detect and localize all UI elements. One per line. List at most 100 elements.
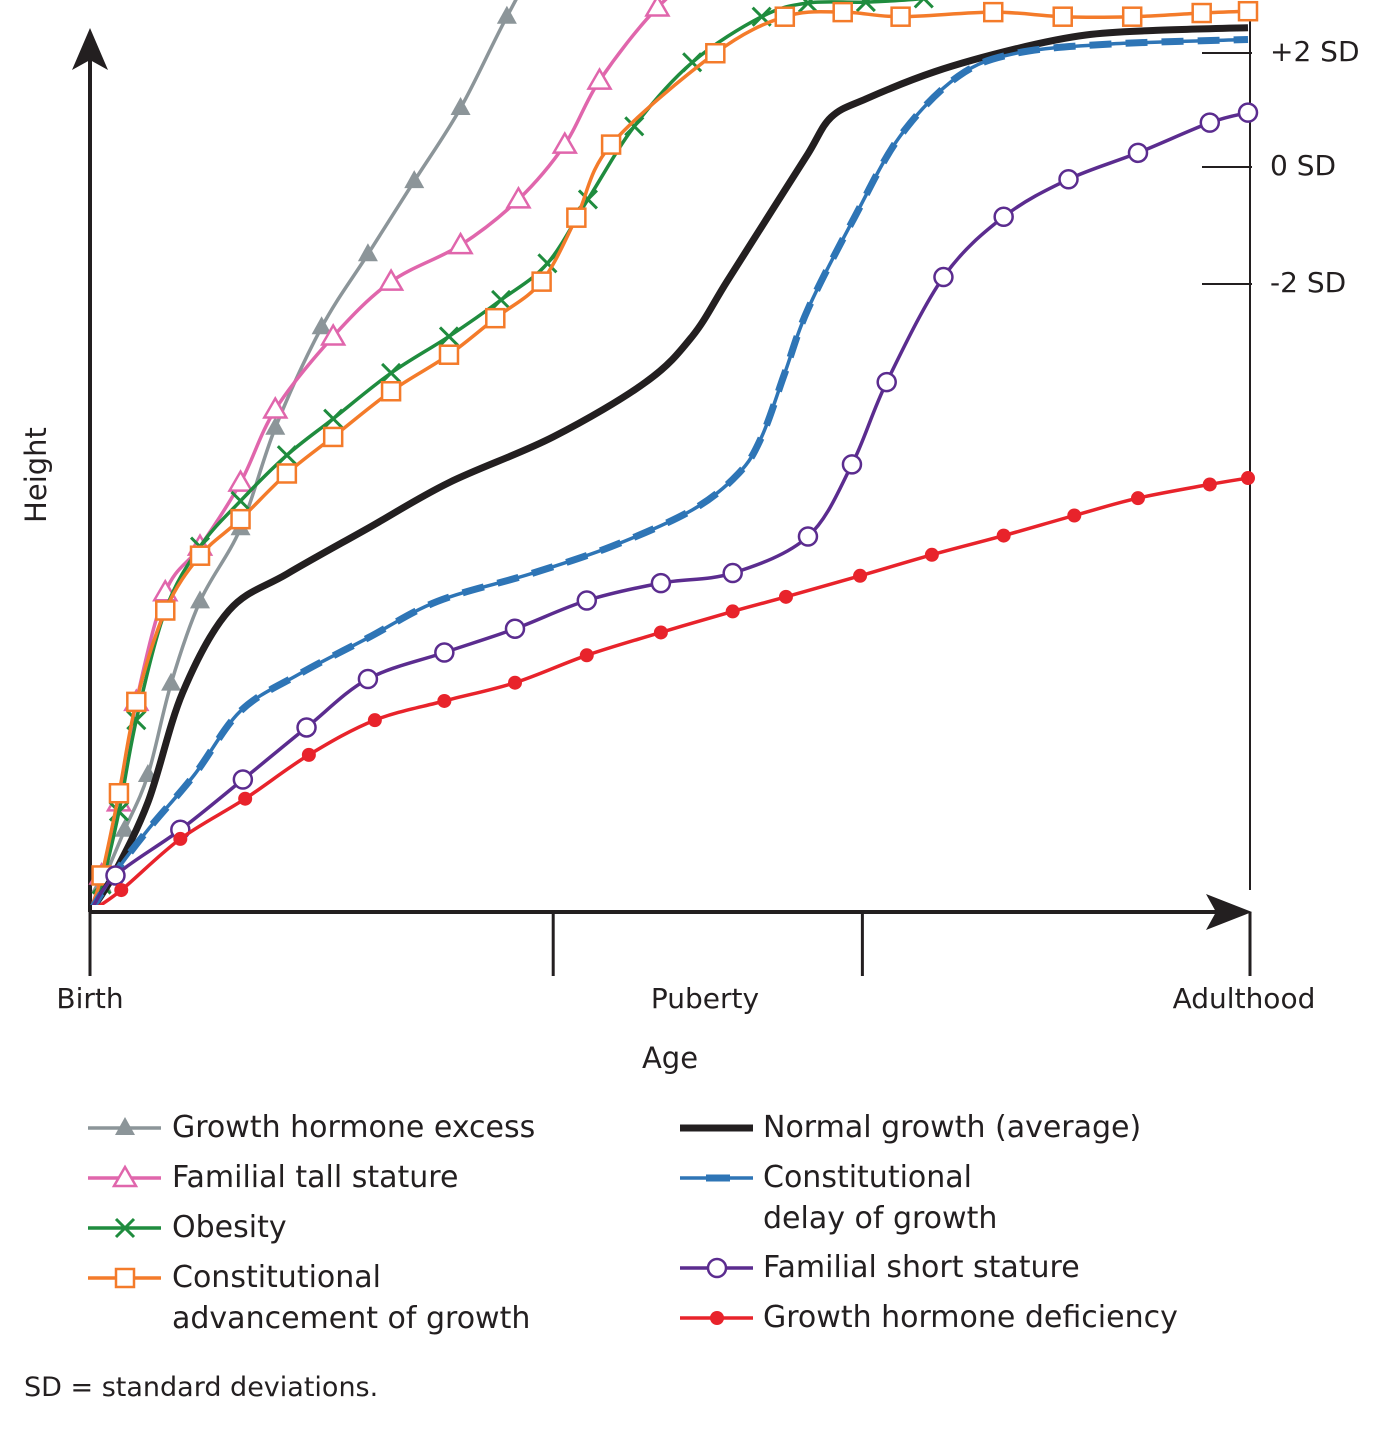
series-nor — [90, 24, 1249, 905]
data-point — [1199, 112, 1221, 133]
data-point — [504, 618, 526, 640]
data-point — [876, 371, 897, 393]
legend-item-cdg: Constitutional delay of growth — [680, 1160, 997, 1236]
data-point — [377, 268, 405, 291]
data-point — [933, 266, 954, 288]
series-group — [88, 0, 1259, 905]
legend-label: Familial short stature — [763, 1250, 1080, 1285]
data-point — [111, 1164, 139, 1188]
series-fss — [91, 102, 1259, 905]
series-line-dashes — [90, 36, 1249, 905]
data-point — [531, 271, 552, 292]
data-point — [705, 42, 726, 64]
data-point — [114, 1267, 136, 1289]
data-point — [296, 717, 317, 738]
legend-label: Familial tall stature — [172, 1160, 458, 1195]
data-point — [115, 1117, 135, 1135]
data-point — [380, 381, 402, 402]
data-point — [114, 1217, 136, 1239]
data-point — [367, 713, 382, 728]
data-point — [778, 589, 793, 604]
data-point — [108, 782, 130, 804]
data-point — [1121, 6, 1143, 27]
data-point — [155, 600, 176, 621]
series-ghe — [91, 0, 518, 905]
sd-tick-label: 0 SD — [1270, 149, 1336, 182]
data-point — [725, 604, 740, 619]
data-point — [437, 693, 452, 708]
data-point — [797, 0, 819, 14]
data-point — [722, 562, 743, 584]
data-point — [650, 572, 672, 594]
data-point — [913, 0, 934, 9]
data-point — [276, 463, 298, 484]
axes: Birth Puberty Adulthood +2 SD 0 SD -2 SD — [56, 18, 1360, 1015]
legend-label: Obesity — [172, 1210, 287, 1245]
legend: Growth hormone excess Familial tall statu… — [88, 1110, 1178, 1336]
x-axis-arrow-icon — [1206, 894, 1252, 930]
data-point — [1237, 102, 1259, 123]
data-point — [447, 231, 474, 255]
data-point — [993, 206, 1014, 228]
data-point — [232, 769, 254, 790]
x-tick-label: Adulthood — [1173, 982, 1316, 1015]
data-point — [238, 791, 253, 806]
data-point — [496, 5, 517, 24]
sd-tick-label: +2 SD — [1270, 35, 1360, 68]
data-point — [190, 590, 211, 609]
data-point — [189, 545, 211, 566]
data-point — [438, 326, 460, 347]
series-cag — [90, 0, 1259, 905]
legend-item-fts: Familial tall stature — [88, 1160, 458, 1195]
x-tick-label: Birth — [56, 982, 123, 1015]
data-point — [644, 0, 671, 17]
data-point — [323, 408, 344, 429]
data-point — [624, 116, 645, 137]
data-point — [450, 97, 471, 116]
footnote: SD = standard deviations. — [24, 1372, 379, 1403]
data-point — [485, 307, 506, 329]
data-point — [551, 131, 578, 154]
legend-label: Growth hormone excess — [172, 1110, 535, 1145]
legend-item-ghe: Growth hormone excess — [88, 1110, 535, 1145]
data-point — [653, 625, 668, 640]
series-ghd — [97, 471, 1255, 905]
data-point — [357, 668, 379, 690]
data-point — [832, 1, 853, 23]
data-point — [491, 289, 512, 310]
data-point — [114, 818, 135, 837]
y-axis-arrow-icon — [72, 28, 108, 70]
data-point — [161, 672, 182, 691]
series-line — [91, 110, 1249, 905]
data-point — [357, 243, 378, 262]
data-point — [537, 253, 558, 274]
data-point — [507, 675, 522, 690]
series-line — [90, 24, 1249, 905]
data-point — [841, 454, 863, 475]
data-point — [505, 185, 532, 209]
data-point — [276, 445, 297, 466]
legend-item-ghd: Growth hormone deficiency — [680, 1300, 1178, 1335]
data-point — [890, 6, 911, 27]
data-point — [853, 568, 868, 583]
x-tick-label: Puberty — [651, 982, 759, 1015]
data-point — [301, 747, 316, 762]
data-point — [710, 1311, 724, 1325]
data-point — [105, 865, 126, 886]
data-point — [381, 362, 402, 384]
data-point — [1237, 0, 1259, 22]
data-point — [982, 1, 1004, 23]
data-point — [774, 6, 796, 27]
data-point — [230, 490, 251, 511]
legend-label: Constitutional advancement of growth — [172, 1260, 530, 1336]
legend-label: Growth hormone deficiency — [763, 1300, 1178, 1335]
data-point — [322, 426, 344, 448]
legend-label: Normal growth (average) — [763, 1110, 1141, 1145]
data-point — [1067, 508, 1082, 523]
data-point — [114, 883, 129, 898]
sd-tick-label: -2 SD — [1270, 266, 1346, 299]
data-point — [311, 316, 332, 335]
data-point — [265, 416, 286, 435]
data-point — [173, 831, 188, 846]
